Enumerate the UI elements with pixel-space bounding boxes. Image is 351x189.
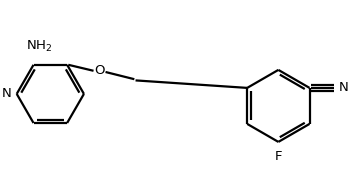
Text: NH$_2$: NH$_2$ [26,39,53,54]
Text: O: O [94,64,105,77]
Text: N: N [2,87,12,100]
Text: N: N [339,81,349,94]
Text: F: F [274,150,282,163]
